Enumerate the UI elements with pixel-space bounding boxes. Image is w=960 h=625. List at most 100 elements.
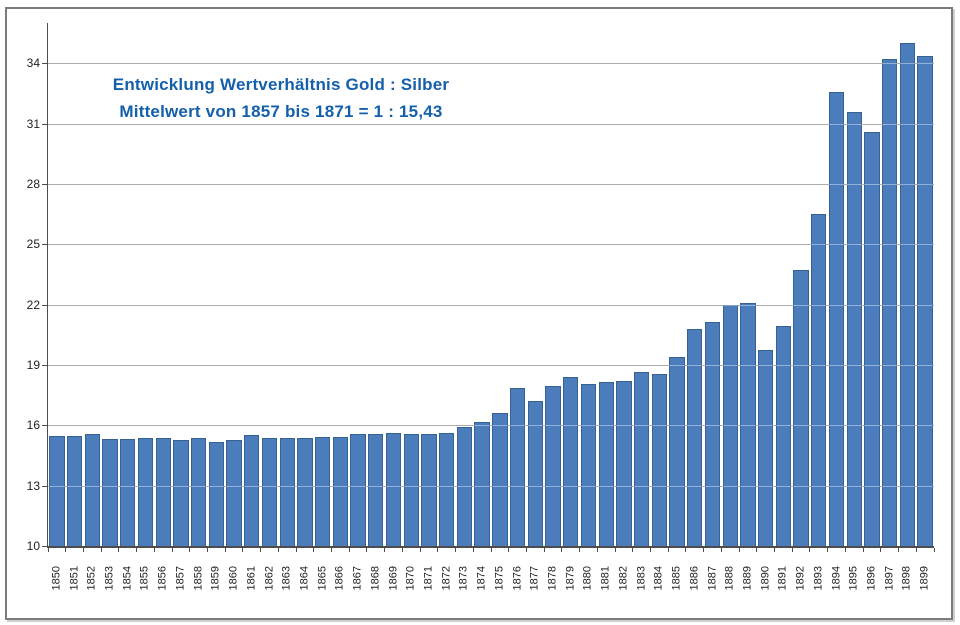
x-axis-label-1867: 1867 [349, 554, 367, 594]
x-axis-label-1884: 1884 [650, 554, 668, 594]
x-tick [827, 548, 829, 552]
bar-1866 [332, 436, 349, 546]
x-axis-label-text: 1876 [511, 566, 524, 591]
x-axis-label-1876: 1876 [509, 554, 527, 594]
x-axis-label-text: 1892 [794, 566, 807, 591]
bar-1852 [84, 433, 100, 546]
x-axis-label-1874: 1874 [473, 554, 491, 594]
bar-1872 [439, 432, 455, 546]
x-tick [844, 548, 846, 552]
x-axis-label-text: 1854 [121, 566, 134, 591]
bar-1855 [137, 437, 154, 546]
chart-frame: 10 13 16 19 22 25 28 31 34 1850 1851 1852 1853 1854 1… [5, 7, 953, 620]
x-axis-label-1886: 1886 [686, 554, 704, 594]
x-axis-label-1881: 1881 [597, 554, 615, 594]
x-axis-label-text: 1888 [723, 566, 736, 591]
x-tick [809, 548, 811, 552]
x-axis-label-1889: 1889 [739, 554, 757, 594]
x-axis-label-text: 1875 [493, 566, 506, 591]
bar-1888 [722, 304, 738, 546]
x-axis-label-1850: 1850 [48, 554, 66, 594]
x-tick [118, 548, 120, 552]
x-axis-label-1897: 1897 [881, 554, 899, 594]
bar-1873 [456, 426, 473, 546]
x-axis-label-1895: 1895 [845, 554, 863, 594]
bar-1871 [421, 433, 437, 546]
gridline-34 [48, 63, 934, 65]
x-tick [206, 548, 208, 552]
bar-1875 [492, 413, 508, 546]
y-axis-label-19: 19 [26, 357, 40, 372]
x-tick [136, 548, 138, 552]
gridline-overlay-16 [48, 425, 934, 427]
x-axis-label-1879: 1879 [562, 554, 580, 594]
gridline-overlay-19 [48, 364, 934, 366]
x-axis-label-1878: 1878 [544, 554, 562, 594]
x-axis-label-1873: 1873 [456, 554, 474, 594]
x-tick [455, 548, 457, 552]
x-tick [774, 548, 776, 552]
x-axis-label-1891: 1891 [775, 554, 793, 594]
x-axis-label-text: 1861 [245, 566, 258, 591]
x-axis-label-text: 1899 [918, 566, 931, 591]
bar-1870 [403, 433, 419, 546]
y-tick-19 [42, 364, 47, 366]
x-axis-label-1892: 1892 [792, 554, 810, 594]
gridline-19 [48, 364, 934, 366]
x-axis-label-1854: 1854 [119, 554, 137, 594]
x-axis-label-1883: 1883 [633, 554, 651, 594]
bar-1892 [793, 270, 809, 546]
gridline-overlay-31 [48, 123, 934, 125]
bar-1881 [598, 381, 614, 546]
x-tick [596, 548, 598, 552]
y-axis-label-34: 34 [26, 56, 40, 71]
x-axis-label-1852: 1852 [83, 554, 101, 594]
x-axis-label-1882: 1882 [615, 554, 633, 594]
bar-1859 [208, 441, 224, 546]
bar-1885 [669, 356, 685, 546]
x-axis-label-text: 1898 [900, 566, 913, 591]
x-axis-label-text: 1877 [528, 566, 541, 591]
bar-1863 [279, 437, 295, 546]
gridline-overlay-28 [48, 183, 934, 185]
bar-1856 [155, 437, 171, 546]
x-axis-label-text: 1894 [830, 566, 843, 591]
x-tick [880, 548, 882, 552]
bar-1858 [190, 437, 207, 546]
x-axis-label-1859: 1859 [207, 554, 225, 594]
bar-1857 [173, 440, 189, 546]
x-tick [313, 548, 315, 552]
x-axis-label-text: 1853 [103, 566, 116, 591]
x-axis-label-text: 1855 [138, 566, 151, 591]
x-tick [260, 548, 262, 552]
bar-1853 [102, 438, 118, 546]
x-tick [100, 548, 102, 552]
x-axis-label-1862: 1862 [261, 554, 279, 594]
x-axis-label-1888: 1888 [721, 554, 739, 594]
y-tick-13 [42, 485, 47, 487]
x-tick [224, 548, 226, 552]
x-axis-label-1898: 1898 [899, 554, 917, 594]
x-axis-label-text: 1868 [369, 566, 382, 591]
bar-1887 [704, 322, 721, 546]
x-axis-label-text: 1871 [422, 566, 435, 591]
x-tick [401, 548, 403, 552]
x-axis-label-text: 1890 [759, 566, 772, 591]
y-tick-31 [42, 123, 47, 125]
bar-1860 [226, 439, 242, 546]
y-tick-25 [42, 244, 47, 246]
bar-1862 [261, 438, 278, 546]
bar-1864 [297, 437, 313, 546]
x-axis-label-text: 1887 [706, 566, 718, 591]
y-axis-label-10: 10 [26, 539, 40, 553]
x-axis-label-1877: 1877 [526, 554, 544, 594]
bar-1890 [758, 349, 774, 546]
x-axis-label-text: 1866 [333, 566, 346, 591]
gridline-overlay-34 [48, 63, 934, 65]
x-axis-label-1868: 1868 [367, 554, 385, 594]
x-tick [756, 548, 758, 552]
x-axis-label-1899: 1899 [916, 554, 934, 594]
x-axis-label-text: 1873 [457, 566, 470, 591]
x-axis-label-1860: 1860 [225, 554, 243, 594]
x-axis-label-1894: 1894 [828, 554, 846, 594]
